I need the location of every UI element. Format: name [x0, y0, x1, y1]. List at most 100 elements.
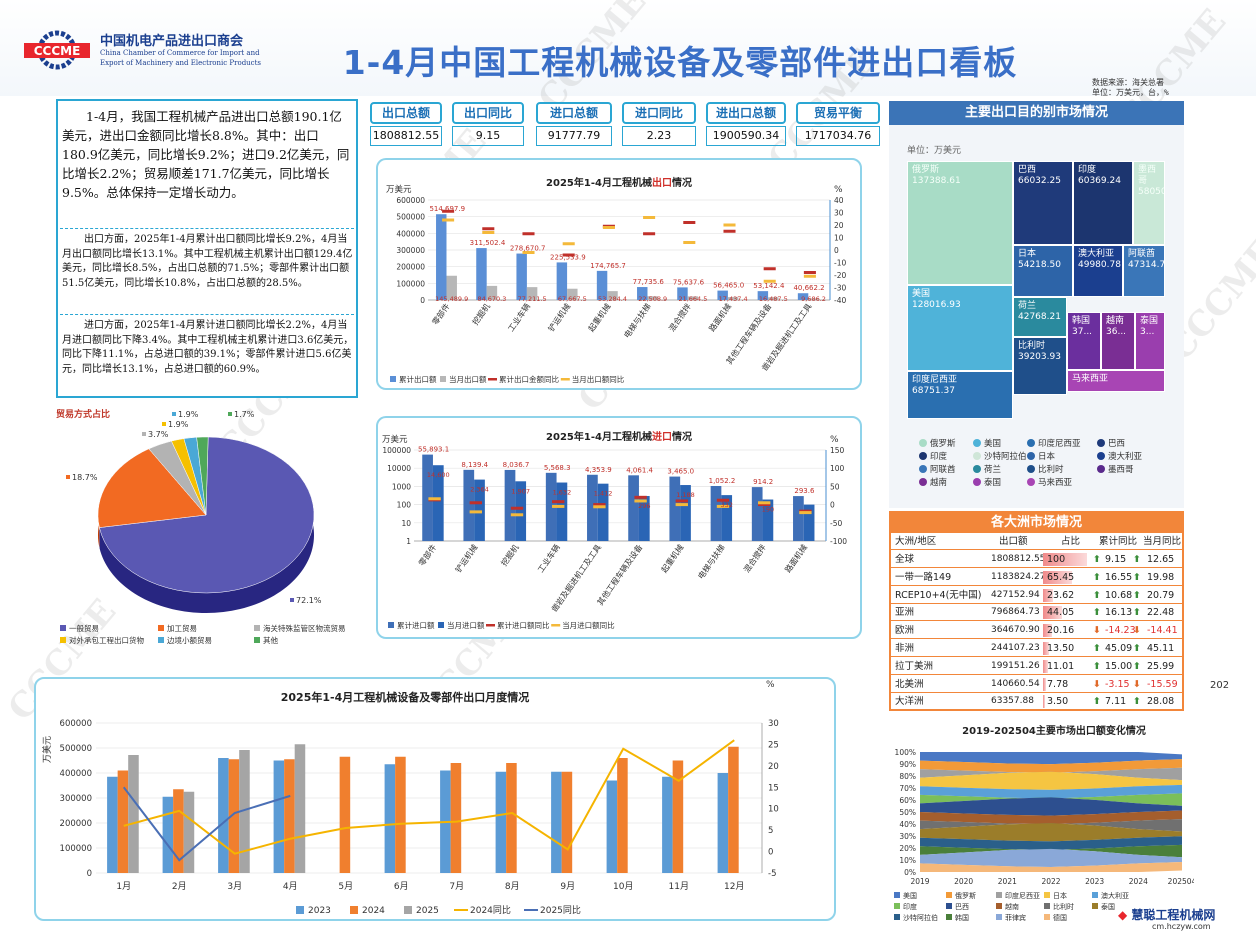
table-row: 亚洲 796864.73 44.05 ⬆ 16.13 ⬆ 22.48 [891, 604, 1182, 622]
y2-tick-label: 30 [834, 209, 844, 218]
kpi-label: 贸易平衡 [796, 102, 880, 124]
bar-month [687, 296, 699, 300]
legend-item: 马来西亚 [1027, 476, 1072, 488]
x-tick-label: 混合搅拌 [741, 542, 768, 574]
marker-cumulative-yoy [758, 503, 771, 507]
treemap-cell: 荷兰 42768.21 [1013, 297, 1067, 337]
legend-label: 韩国 [955, 913, 969, 922]
y2-tick-label: 20 [834, 221, 844, 230]
legend-swatch [1092, 903, 1098, 909]
bar-cumulative [596, 270, 608, 300]
bar-2023 [606, 780, 618, 873]
y2-tick-label: -5 [768, 869, 776, 879]
value-label: 311,502.4 [470, 239, 506, 247]
legend-swatch [486, 624, 495, 627]
export-chart-panel: 2025年1-4月工程机械出口情况 万美元% 0 100000 200000 300000… [376, 158, 862, 390]
area-band [920, 861, 1182, 872]
marker-month-yoy [510, 513, 524, 517]
chart-title: 2019-202504主要市场出口额变化情况 [962, 724, 1146, 737]
treemap-cell: 日本 54218.50 [1013, 245, 1073, 297]
continent-month: 28.08 [1147, 696, 1175, 708]
bar-2024 [728, 746, 739, 873]
bar-2023 [107, 776, 118, 873]
x-tick-label: 电梯与扶梯 [622, 301, 653, 340]
site-name: 慧聪工程机械网 [1131, 908, 1216, 922]
legend-swatch [1092, 892, 1098, 898]
continent-value: 796864.73 [991, 607, 1040, 618]
table-row: 全球 1808812.55 100 ⬆ 9.15 ⬆ 12.65 [891, 551, 1182, 568]
continent-month: 25.99 [1147, 660, 1175, 672]
y-tick-label: 90% [899, 760, 916, 769]
treemap-value: 66032.25 [1018, 176, 1061, 186]
legend-swatch [551, 624, 561, 627]
legend-swatch [438, 622, 444, 628]
legend-label: 边境小额贸易 [167, 635, 212, 645]
area-band [920, 797, 1182, 816]
treemap-name: 越南 [1106, 316, 1125, 326]
bar-2023 [273, 760, 285, 873]
x-tick-label: 2月 [172, 881, 187, 892]
legend-label: 印度 [930, 452, 948, 462]
legend-swatch [1044, 903, 1050, 909]
bar-month [803, 504, 815, 541]
legend-label: 累计出口金额同比 [499, 374, 559, 384]
x-tick-label: 2021 [998, 877, 1017, 886]
legend-swatch [404, 906, 412, 914]
bar-cumulative [797, 293, 809, 300]
legend-dot [1027, 478, 1035, 486]
table-row: 大洋洲 63357.88 3.50 ⬆ 7.11 ⬆ 28.08 [891, 693, 1182, 711]
y-tick-label: 80% [899, 772, 916, 781]
continent-share: 13.50 [1047, 643, 1075, 654]
bar-2024 [617, 758, 628, 873]
value-label: 5,568.3 [544, 464, 571, 472]
pie-value-label: 72.1% [296, 596, 322, 605]
month-value-label: 17,437.4 [719, 295, 748, 303]
x-tick-label: 起重机械 [659, 542, 686, 574]
marker-cumulative-yoy [482, 227, 495, 231]
truncated-label: 202 [1210, 680, 1230, 691]
legend-label: 墨西哥 [1108, 465, 1134, 475]
continent-month: -15.59 [1147, 678, 1178, 690]
y2-tick-label: -50 [830, 519, 842, 528]
value-label: 56,465.0 [713, 282, 744, 290]
pie-value-label: 3.7% [148, 430, 169, 439]
value-label: 174,765.7 [590, 262, 626, 270]
arrow-up-icon: ⬆ [1133, 554, 1141, 565]
y-tick-label: 600000 [396, 196, 425, 205]
marker-month-yoy [716, 504, 730, 508]
bar-2023 [218, 758, 229, 873]
y-tick-label: 100% [895, 748, 916, 757]
legend-swatch [350, 906, 358, 914]
continent-share: 11.01 [1047, 660, 1075, 672]
legend-swatch [946, 892, 952, 898]
continent-month: 45.11 [1147, 643, 1175, 654]
treemap-value: 68751.37 [912, 386, 955, 396]
y-tick-label: 0 [87, 869, 92, 879]
kpi-label: 进口总额 [536, 102, 612, 124]
treemap-name: 泰国 [1140, 316, 1159, 326]
legend-dot [973, 478, 981, 486]
treemap-name: 墨西哥 [1138, 165, 1157, 186]
marker-cumulative-yoy [469, 501, 482, 505]
marker-month-yoy [803, 274, 816, 278]
bar-month [647, 296, 658, 300]
x-tick-label: 挖掘机 [470, 301, 492, 326]
marker-cumulative-yoy [723, 229, 736, 233]
continent-ytd: 9.15 [1105, 554, 1127, 565]
y2-axis-label: % [830, 435, 839, 445]
pie-slice [99, 436, 315, 594]
x-tick-label: 混合搅拌 [666, 301, 693, 333]
legend-label: 日本 [1053, 891, 1067, 900]
marker-month-yoy [469, 510, 482, 514]
arrow-up-icon: ⬆ [1093, 589, 1101, 601]
month-value-label: 1,632 [553, 489, 572, 497]
legend-swatch [440, 376, 446, 382]
x-tick-label: 2019 [910, 877, 929, 886]
bar-2025 [294, 744, 306, 873]
x-tick-label: 起重机械 [586, 301, 613, 333]
legend-label: 2024同比 [470, 904, 511, 916]
month-value-label: 53,284.4 [598, 295, 627, 303]
bar-cumulative [587, 474, 598, 541]
month-value-label: 9,686.2 [801, 295, 826, 303]
pie-title: 贸易方式占比 [56, 410, 111, 420]
